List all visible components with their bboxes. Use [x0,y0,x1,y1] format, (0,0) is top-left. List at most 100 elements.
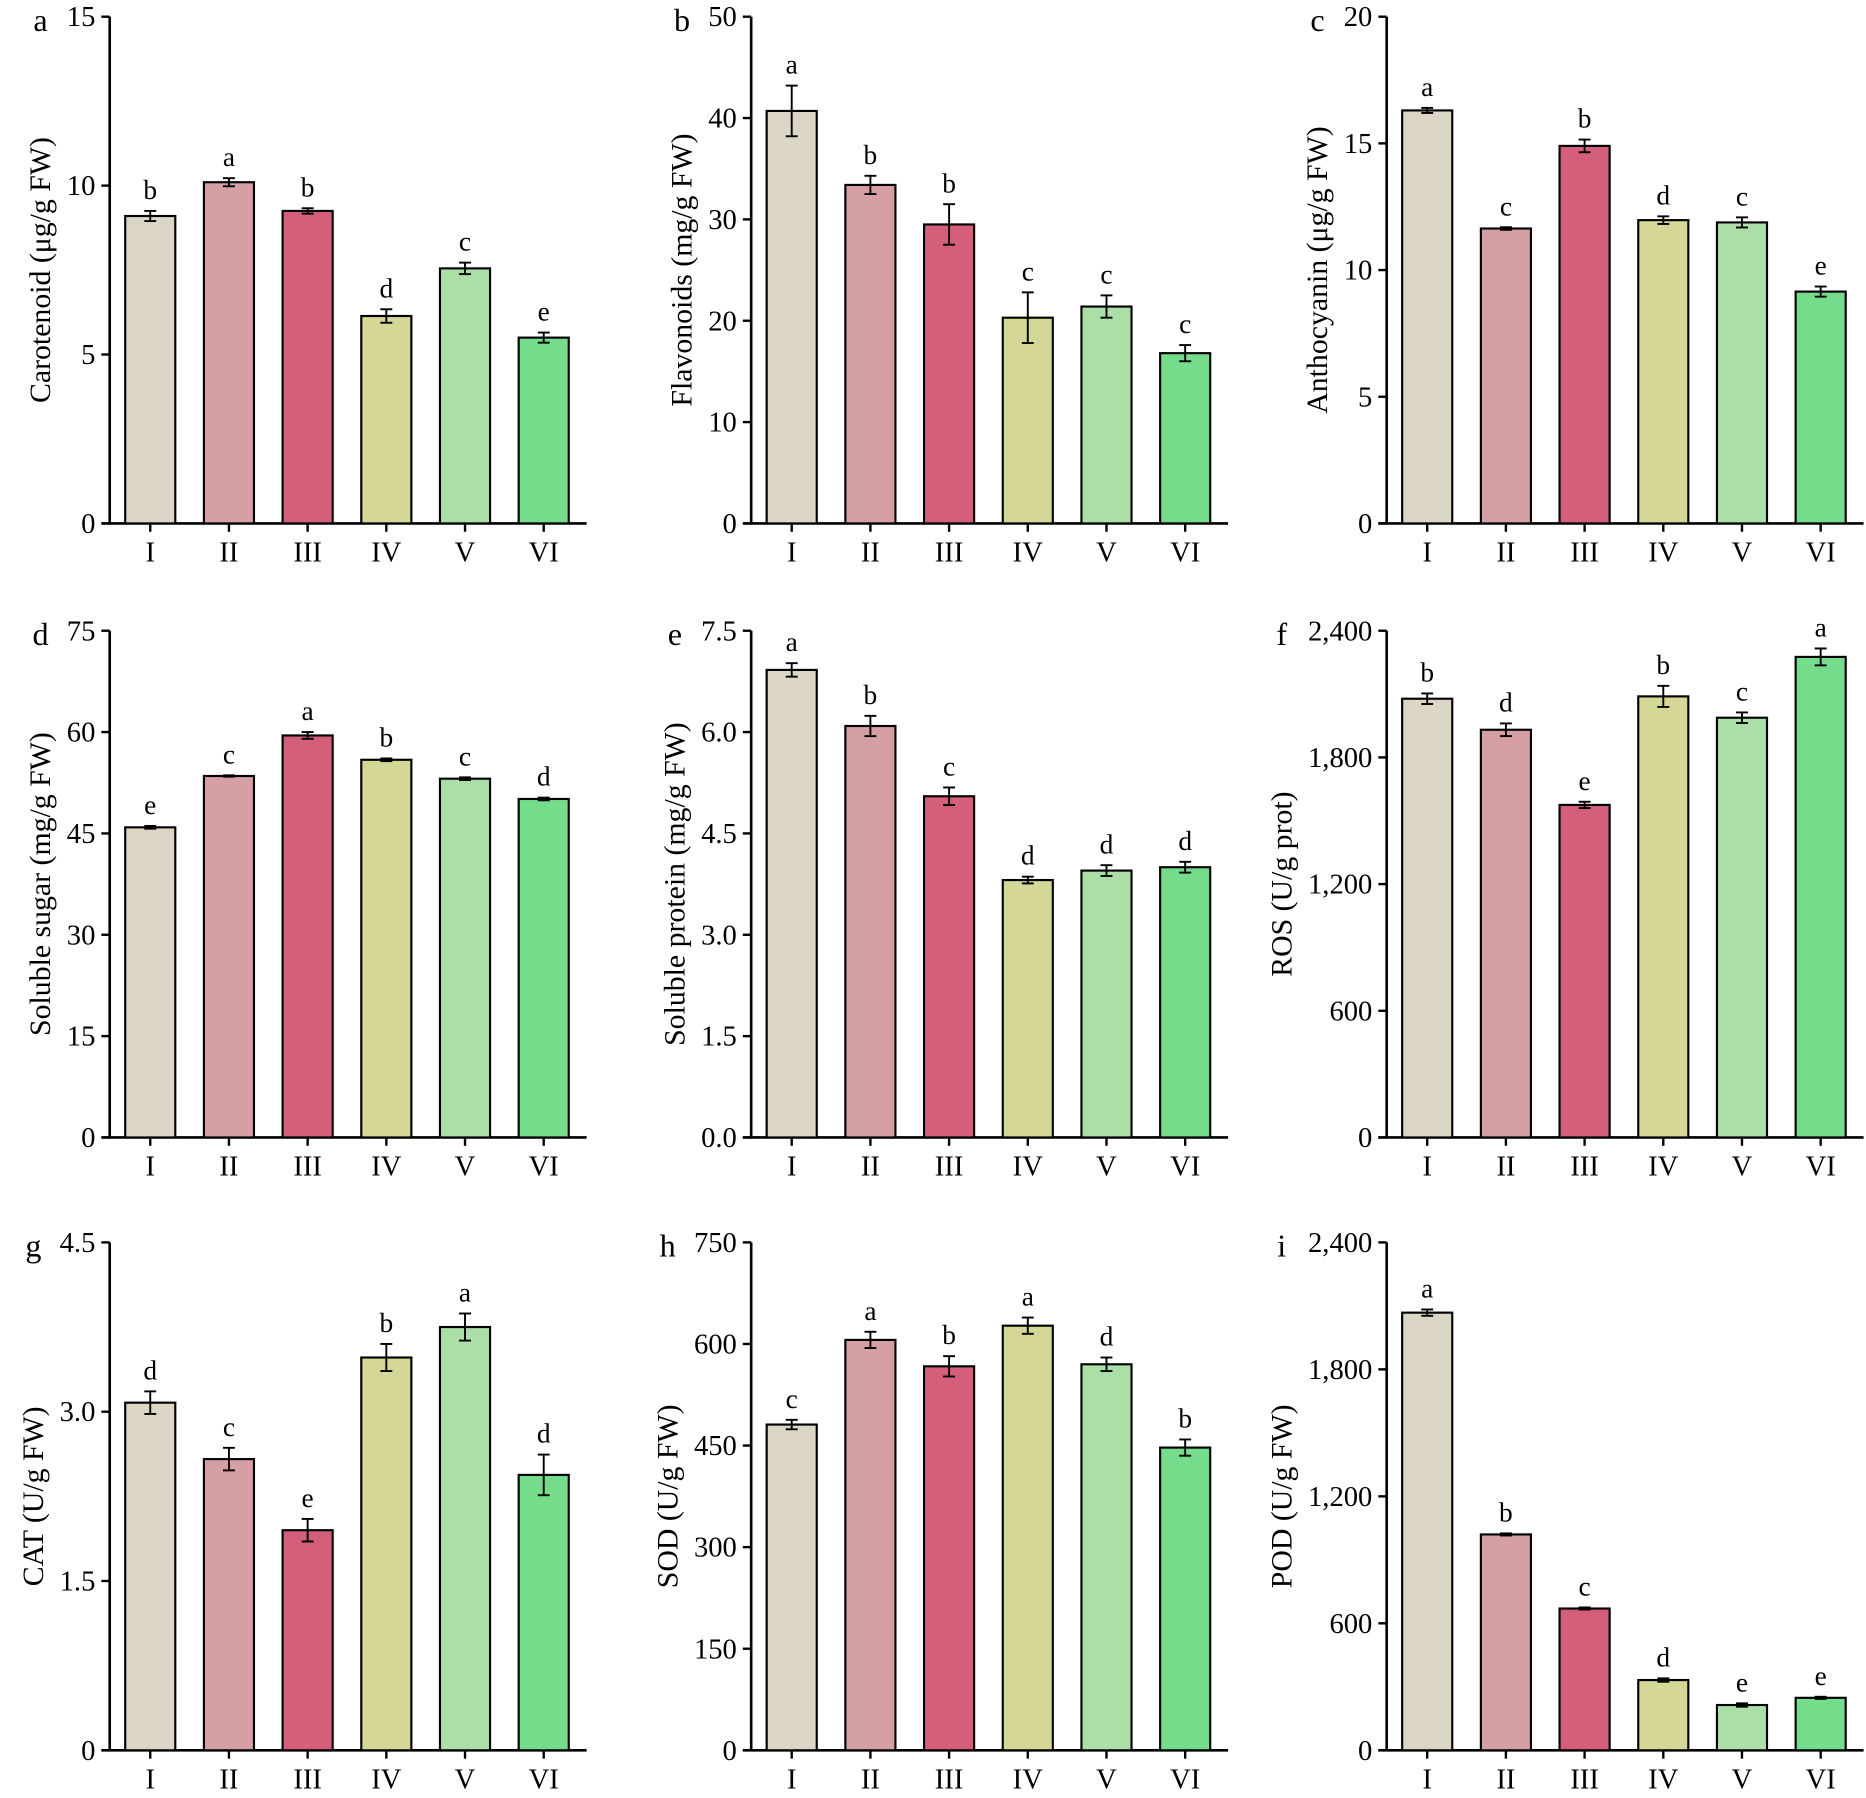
bar-II [202,181,256,525]
y-tick-label: 1.5 [60,1567,96,1598]
y-axis-label: Carotenoid (μg/g FW) [24,137,57,403]
x-tick-label: II [861,1152,880,1183]
x-tick-label: IV [1013,1152,1044,1183]
significance-letter: e [538,297,550,327]
panel-letter: d [33,616,49,652]
bar-I [765,109,818,525]
x-tick-label: VI [1170,538,1200,569]
x-tick-label: I [1422,538,1432,569]
y-tick-label: 600 [1329,996,1372,1027]
bar-IV [1637,219,1690,525]
x-tick-label: IV [1648,538,1679,569]
significance-letter: c [223,1412,235,1442]
y-axis-label: CAT (U/g FW) [17,1406,50,1586]
bar-VI [517,797,570,1139]
x-tick-label: I [1422,1152,1432,1183]
bar-IV [1637,695,1690,1139]
bar-II [1479,1533,1533,1752]
y-axis-label: SOD (U/g FW) [651,1404,684,1588]
y-tick-label: 2,400 [1308,1228,1372,1259]
significance-letter: c [1022,256,1034,286]
y-tick-label: 0 [1358,509,1372,540]
significance-letter: b [942,168,956,198]
bar-VI [1794,655,1847,1139]
y-tick-label: 6.0 [701,718,737,749]
panel-b: 0 10 20 30 40 50 b Flavonoids (mg/g FW) a Ib II b II… [666,2,1229,569]
x-tick-label: I [145,538,155,569]
significance-letter: b [143,175,157,205]
significance-letter: e [1736,1667,1748,1697]
y-tick-label: 3.0 [701,920,737,951]
y-axis-label: Anthocyanin (μg/g FW) [1301,126,1334,413]
y-tick-label: 2,400 [1308,616,1372,647]
panel-h: 0 150 300 450 600 750 h SOD (U/g FW) c Ia II b III a I… [651,1228,1229,1795]
x-tick-label: I [145,1152,155,1183]
bar-II [844,724,897,1139]
bar-III [281,209,334,525]
x-tick-label: IV [371,1152,402,1183]
y-tick-label: 30 [708,205,737,236]
x-tick-label: VI [529,1764,559,1795]
panel-d: 0 15 30 45 60 75 d Soluble sugar (mg/g FW) e Ic II… [24,616,587,1183]
panel-letter: b [674,2,690,38]
significance-letter: d [1100,1322,1114,1352]
x-tick-label: III [935,1764,964,1795]
bar-I [124,214,177,525]
x-tick-label: III [935,538,964,569]
bar-V [438,777,492,1139]
x-tick-label: V [1096,1764,1117,1795]
x-tick-label: VI [1806,1764,1836,1795]
y-tick-label: 0 [1358,1123,1372,1154]
bar-IV [360,758,413,1139]
bar-III [281,1529,334,1752]
x-tick-label: III [293,1764,322,1795]
bar-III [281,734,334,1139]
bar-II [1479,728,1533,1139]
x-tick-label: II [861,1764,880,1795]
y-tick-label: 40 [708,104,737,135]
significance-letter: b [1656,650,1670,680]
bar-I [1401,697,1454,1139]
significance-letter: e [302,1483,314,1513]
y-tick-label: 1,800 [1308,1355,1372,1386]
y-tick-label: 600 [1329,1609,1372,1640]
y-tick-label: 0 [81,1123,95,1154]
x-tick-label: III [1570,538,1599,569]
significance-letter: a [459,1278,471,1308]
y-tick-label: 5 [1358,382,1372,413]
y-tick-label: 10 [67,171,96,202]
panel-c: 0 5 10 15 20 c Anthocyanin (μg/g FW) a Ic II b III d… [1301,2,1864,569]
panel-letter: f [1276,616,1287,652]
y-tick-label: 20 [1344,2,1373,33]
y-axis-label: Soluble protein (mg/g FW) [658,722,691,1046]
significance-letter: b [1178,1404,1192,1434]
panel-i: 0 600 1,200 1,800 2,400 i POD (U/g FW) a Ib II c II… [1265,1228,1864,1795]
panel-f: 0 600 1,200 1,800 2,400 f ROS (U/g prot) b Id II e… [1265,613,1864,1183]
x-tick-label: VI [1806,538,1836,569]
y-axis-label: Flavonoids (mg/g FW) [666,133,699,406]
y-tick-label: 30 [67,920,96,951]
x-tick-label: II [861,538,880,569]
bar-VI [1794,1696,1847,1752]
x-tick-label: V [1096,1152,1117,1183]
x-tick-label: VI [1170,1152,1200,1183]
significance-letter: b [1578,104,1592,134]
significance-letter: d [1656,1642,1670,1672]
x-tick-label: I [1422,1764,1432,1795]
y-tick-label: 1,200 [1308,870,1372,901]
y-tick-label: 1,800 [1308,743,1372,774]
significance-letter: a [1815,613,1827,643]
x-tick-label: V [1732,1152,1753,1183]
bar-VI [517,336,570,525]
x-tick-label: IV [1648,1764,1679,1795]
x-tick-label: IV [1013,538,1044,569]
x-tick-label: I [787,1152,797,1183]
x-tick-label: II [1496,1152,1515,1183]
bar-V [438,267,492,525]
x-tick-label: V [1732,538,1753,569]
significance-letter: b [301,172,315,202]
significance-letter: c [1736,181,1748,211]
bar-II [202,774,256,1139]
y-tick-label: 20 [708,306,737,337]
